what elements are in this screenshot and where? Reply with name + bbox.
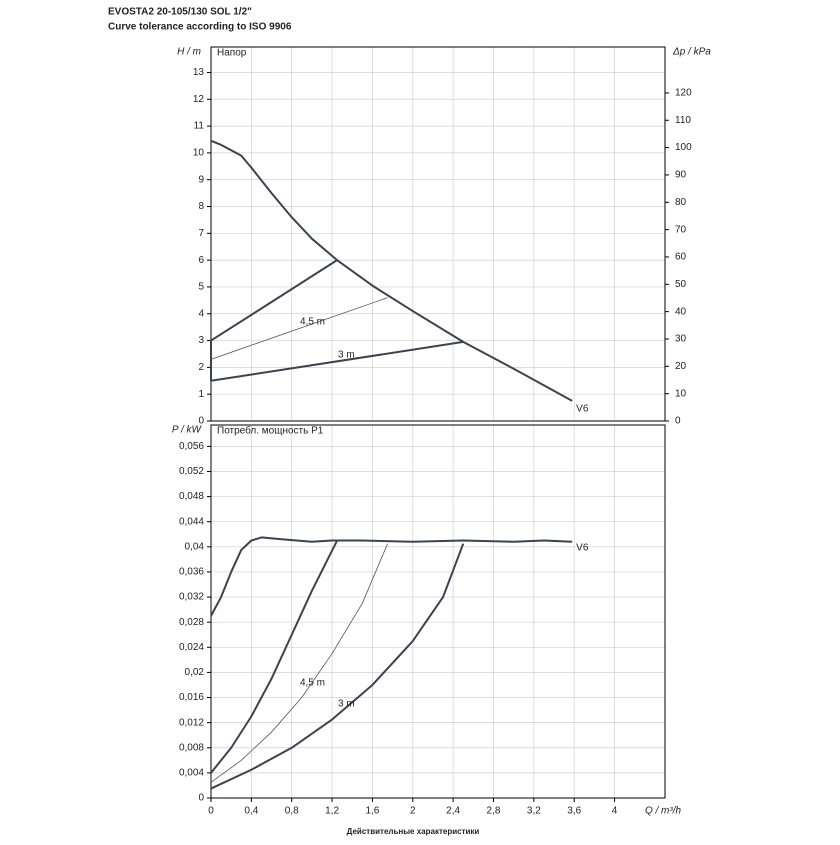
curve [210,536,573,617]
y2-tick-label: 30 [675,334,687,345]
plot-frame [210,424,666,799]
curve [210,297,388,360]
y2-tick-label: 0 [675,416,681,427]
curve [210,540,339,774]
y-tick-label: 5 [198,282,204,293]
y2-tick-label: 20 [675,361,687,372]
y-tick-label: 0,024 [179,642,204,653]
y-tick-label: 6 [198,255,204,266]
y-tick-label: 0 [198,416,204,427]
x-tick-label: 1,6 [365,806,379,817]
curve [210,139,573,402]
footer: Действительные характеристики [347,827,480,836]
y-tick-label: 0,004 [179,768,204,779]
y-tick-label: 8 [198,201,204,212]
x-tick-label: 1,2 [325,806,339,817]
y-tick-label: 3 [198,335,204,346]
header-title: EVOSTA2 20-105/130 SOL 1/2" [108,7,252,18]
x-tick-label: 3,6 [567,806,581,817]
x-tick-label: 0,8 [285,806,299,817]
x-tick-label: 4 [612,806,618,817]
x-axis-label: Q / m³/h [645,806,682,817]
y-tick-label: 0 [198,793,204,804]
y-tick-label: 7 [198,228,204,239]
y2-tick-label: 80 [675,197,687,208]
plot-title: Напор [217,48,247,59]
y-tick-label: 0,02 [185,667,205,678]
series-label: 3 m [338,350,355,361]
series-label: V6 [576,542,589,553]
y2-tick-label: 40 [675,306,687,317]
y2-tick-label: 60 [675,252,687,263]
y-tick-label: 2 [198,362,204,373]
y-tick-label: 0,036 [179,567,204,578]
y-tick-label: 0,016 [179,692,204,703]
y-tick-label: 0,052 [179,466,204,477]
x-tick-label: 2,8 [487,806,501,817]
y-axis-label: P / kW [172,425,203,436]
y-tick-label: 0,028 [179,617,204,628]
x-tick-label: 0 [208,806,214,817]
curve [210,259,338,381]
y-tick-label: 1 [198,389,204,400]
series-label: 4,5 m [300,317,325,328]
y2-tick-label: 50 [675,279,687,290]
y-tick-label: 0,032 [179,592,204,603]
y-tick-label: 0,04 [185,541,205,552]
y-tick-label: 12 [193,94,205,105]
y-tick-label: 0,012 [179,717,204,728]
plot-frame [210,46,666,422]
x-tick-label: 3,2 [527,806,541,817]
plot-title: Потребл. мощность P1 [217,425,324,437]
y-tick-label: 13 [193,67,205,78]
y-axis-label: H / m [177,47,201,58]
y-tick-label: 9 [198,174,204,185]
y2-tick-label: 120 [675,88,692,99]
y-tick-label: 11 [194,121,205,132]
series-label: V6 [576,404,589,415]
y2-axis-label: Δp / kPa [672,47,711,58]
series-label: 4,5 m [300,678,325,689]
y2-tick-label: 70 [675,224,687,235]
header-subtitle: Curve tolerance according to ISO 9906 [108,22,292,33]
y-tick-label: 0,048 [179,491,204,502]
series-label: 3 m [338,699,355,710]
y-tick-label: 10 [193,148,205,159]
y-tick-label: 4 [198,308,204,319]
y2-tick-label: 110 [675,115,691,126]
y2-tick-label: 10 [675,388,687,399]
y2-tick-label: 100 [675,142,692,153]
y-tick-label: 0,056 [179,441,204,452]
x-tick-label: 2 [410,806,416,817]
curve [210,340,464,382]
x-tick-label: 0,4 [244,806,258,817]
x-tick-label: 2,4 [446,806,460,817]
y-tick-label: 0,044 [179,516,204,527]
y2-tick-label: 90 [675,170,687,181]
curve [210,543,465,790]
curve [210,543,388,783]
y-tick-label: 0,008 [179,742,204,753]
